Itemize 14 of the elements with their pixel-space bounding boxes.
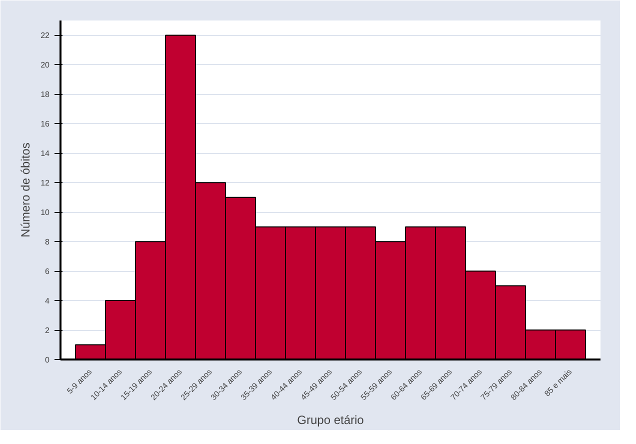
y-tick-label: 14 (40, 149, 50, 158)
y-tick-label: 0 (45, 356, 50, 364)
y-tick-label: 18 (40, 90, 50, 100)
y-axis-title: Número de óbitos (18, 142, 33, 238)
y-tick-label: 20 (40, 60, 50, 70)
y-tick-label: 2 (45, 326, 50, 336)
y-tick-label: 10 (40, 208, 50, 218)
y-tick-label: 4 (45, 296, 50, 306)
y-tick-label: 6 (45, 267, 50, 276)
y-tick-label: 8 (45, 238, 50, 247)
y-tick-label: 16 (40, 120, 50, 129)
y-tick-label: 12 (40, 178, 50, 188)
x-axis-title: Grupo etário (297, 413, 364, 428)
y-tick-label: 22 (40, 31, 50, 40)
